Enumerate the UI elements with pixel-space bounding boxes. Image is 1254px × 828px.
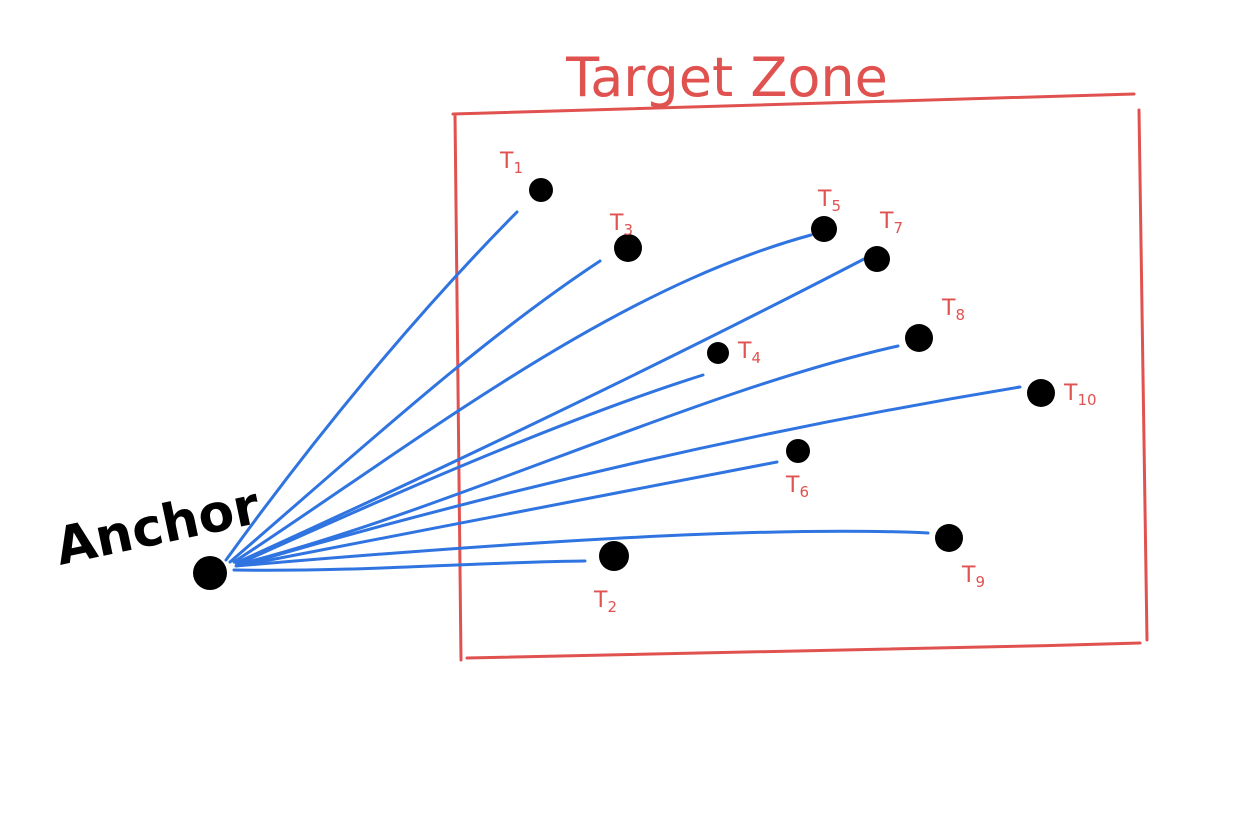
link-t9 (234, 529, 930, 568)
link-t10 (240, 385, 1022, 567)
label-t1: T1 (499, 149, 523, 177)
label-t8: T8 (941, 296, 965, 324)
label-t5: T5 (817, 187, 841, 215)
target-node-t4 (707, 342, 729, 364)
target-node-t5 (811, 216, 837, 242)
target-node-t1 (529, 178, 553, 202)
target-node-t9 (935, 524, 963, 552)
target-node-t8 (905, 324, 933, 352)
link-t8 (238, 344, 900, 566)
target-node-t6 (786, 439, 810, 463)
anchor-node (193, 556, 227, 590)
link-t2 (232, 559, 587, 572)
link-t1 (224, 210, 519, 562)
link-t6 (242, 460, 779, 567)
label-t7: T7 (879, 209, 903, 237)
label-t2: T2 (593, 588, 617, 616)
label-t6: T6 (785, 473, 809, 501)
link-t7 (234, 256, 868, 565)
zone-title: Target Zone (565, 46, 888, 109)
link-t4 (236, 373, 705, 566)
link-t3 (228, 259, 602, 564)
label-t4: T4 (737, 339, 761, 367)
target-node-t7 (864, 246, 890, 272)
target-node-t3 (614, 234, 642, 262)
label-t10: T10 (1063, 381, 1097, 409)
target-node-t10 (1027, 379, 1055, 407)
target-node-t2 (599, 541, 629, 571)
label-t3: T3 (609, 211, 633, 239)
connector-lines (224, 210, 1022, 572)
target-zone-box (451, 92, 1149, 662)
target-nodes (529, 178, 1055, 571)
link-t5 (232, 233, 813, 564)
label-t9: T9 (961, 563, 985, 591)
